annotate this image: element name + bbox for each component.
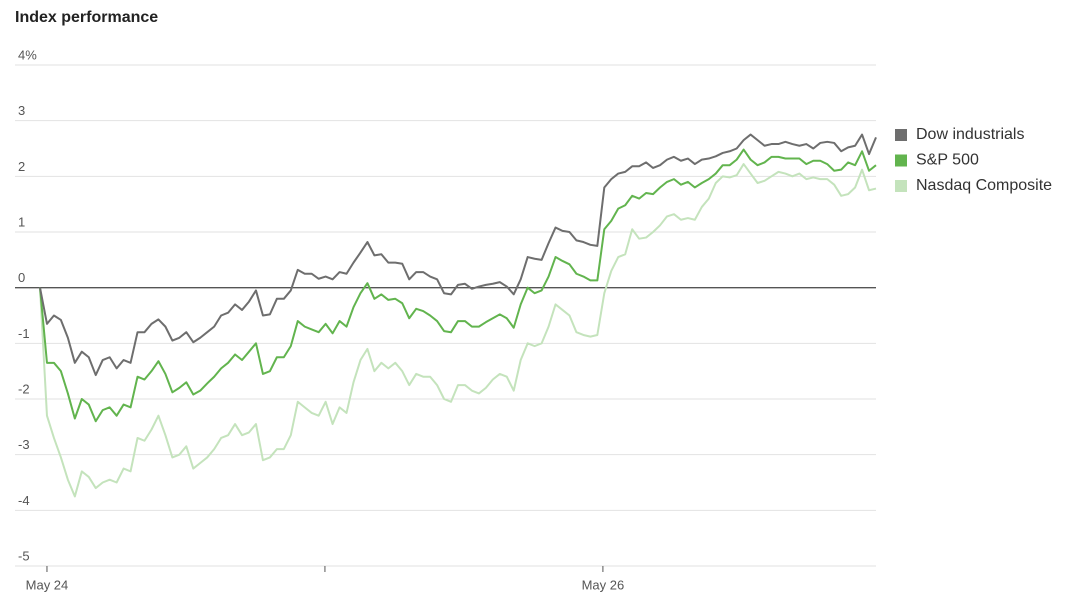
x-tick-label: May 24 [26, 577, 69, 592]
y-tick-label: 2 [18, 159, 25, 174]
y-tick-label: 0 [18, 270, 25, 285]
legend-label: Dow industrials [916, 126, 1024, 143]
legend-swatch [895, 154, 907, 167]
y-tick-label: 3 [18, 103, 25, 118]
y-tick-label: -5 [18, 548, 30, 563]
y-tick-label: -1 [18, 326, 30, 341]
series-line [39, 163, 877, 498]
legend-swatch [895, 180, 907, 192]
series-line [39, 133, 877, 377]
y-tick-label: -3 [18, 437, 30, 452]
y-tick-label: -2 [18, 381, 30, 396]
y-tick-label: -4 [18, 493, 30, 508]
y-tick-label: 4% [18, 47, 37, 62]
legend-label: Nasdaq Composite [916, 177, 1052, 194]
series-line [39, 148, 877, 423]
chart-title: Index performance [15, 9, 158, 26]
legend-label: S&P 500 [916, 152, 979, 169]
legend-swatch [895, 129, 907, 141]
x-tick-label: May 26 [582, 577, 625, 592]
y-tick-label: 1 [18, 214, 25, 229]
